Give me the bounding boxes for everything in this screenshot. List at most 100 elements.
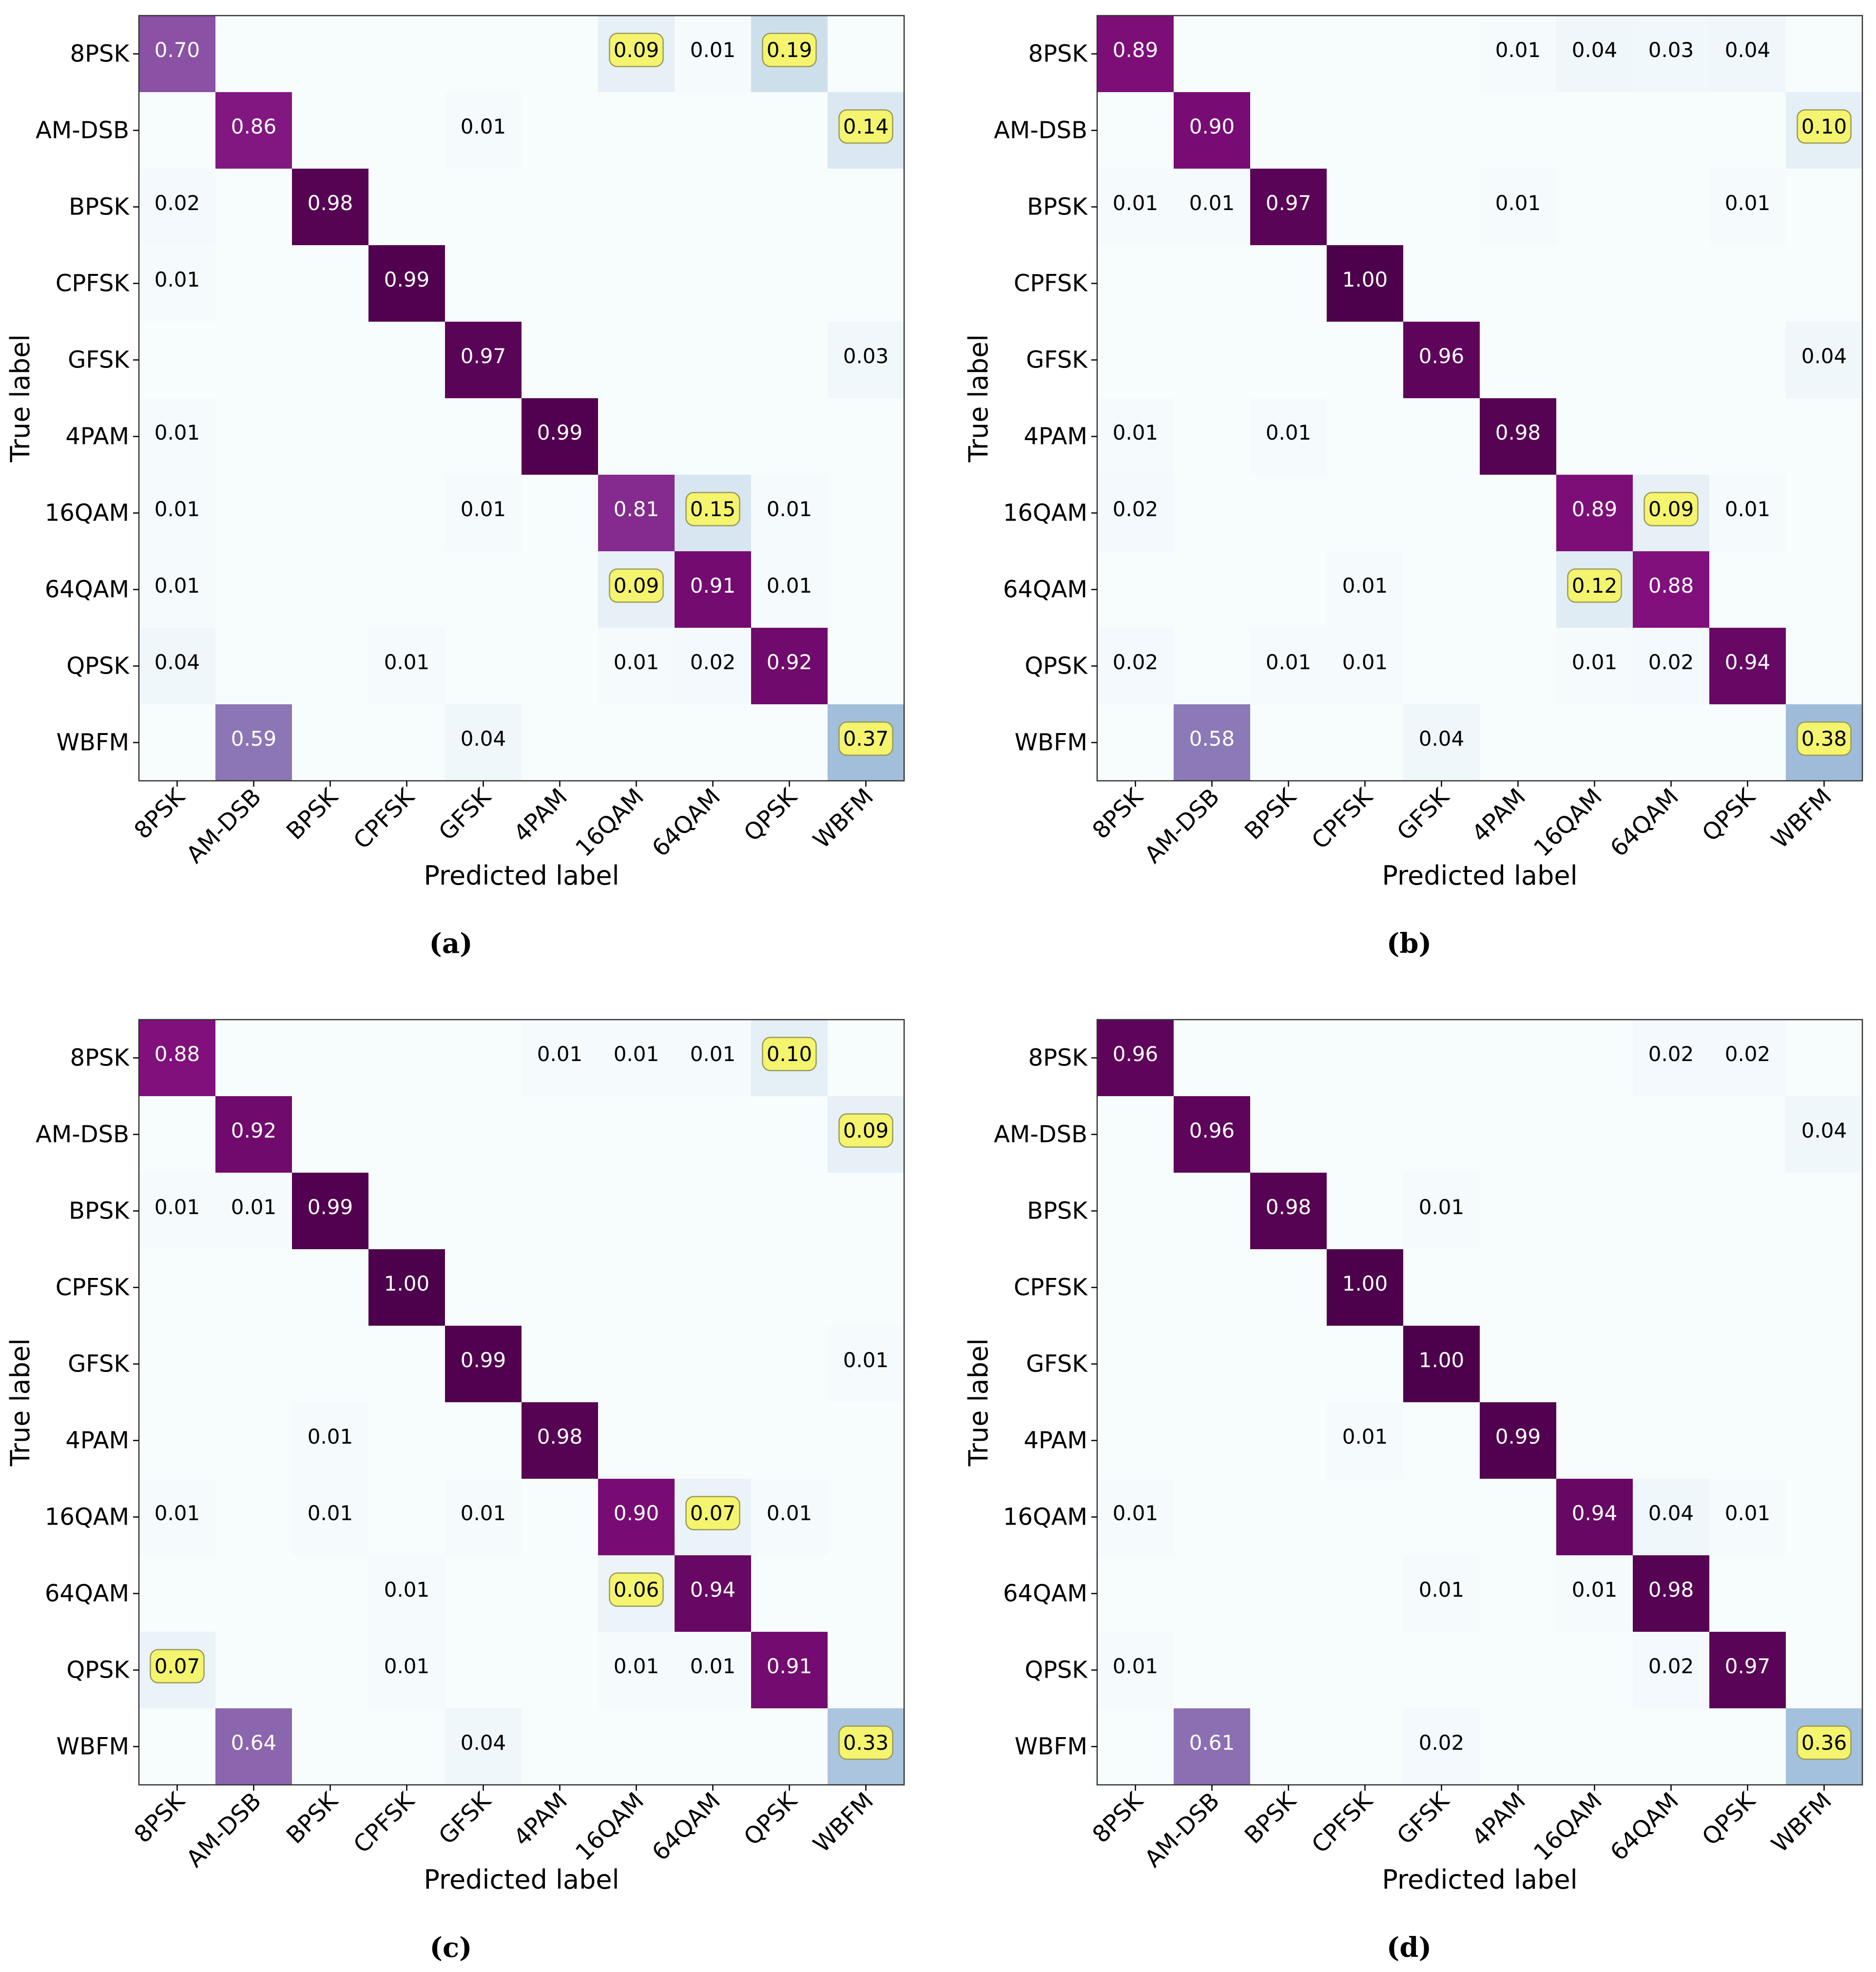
cell-value-label: 0.97 bbox=[1725, 1654, 1771, 1678]
cell-value-label: 0.04 bbox=[1572, 38, 1618, 62]
cell-value-label: 0.01 bbox=[1266, 421, 1312, 445]
cell-value-label: 0.15 bbox=[690, 497, 736, 521]
cell-value-label: 0.09 bbox=[1648, 497, 1694, 521]
cell-value-label: 0.01 bbox=[843, 1348, 889, 1372]
y-tick-label: AM-DSB bbox=[36, 117, 129, 144]
y-axis-title: True label bbox=[963, 334, 994, 463]
y-tick-label: 8PSK bbox=[70, 40, 130, 68]
heatmap-cell bbox=[215, 92, 292, 169]
cell-value-label: 0.01 bbox=[1495, 38, 1541, 62]
heatmap-cell bbox=[445, 1479, 522, 1555]
x-tick-label: CPFSK bbox=[348, 1787, 420, 1859]
cell-value-label: 0.91 bbox=[690, 574, 736, 598]
y-axis-title: True label bbox=[5, 334, 36, 463]
cell-highlight-box bbox=[838, 721, 893, 756]
heatmap-cell bbox=[1633, 1632, 1709, 1708]
y-tick-label: 16QAM bbox=[45, 500, 129, 527]
x-tick-label: AM-DSB bbox=[181, 1787, 267, 1873]
cell-value-label: 0.06 bbox=[614, 1578, 659, 1602]
heatmap-cell bbox=[215, 1096, 292, 1173]
y-tick-label: GFSK bbox=[68, 1351, 130, 1378]
cell-value-label: 0.01 bbox=[155, 1195, 200, 1219]
y-tick-label: BPSK bbox=[69, 1198, 130, 1225]
y-tick-label: WBFM bbox=[1015, 729, 1087, 756]
heatmap-cell bbox=[215, 1708, 292, 1785]
y-tick-label: WBFM bbox=[1015, 1733, 1087, 1760]
heatmap-cell bbox=[598, 1479, 675, 1555]
cell-value-label: 0.01 bbox=[690, 1042, 736, 1066]
cell-value-label: 0.02 bbox=[1419, 1731, 1465, 1755]
y-tick-label: WBFM bbox=[57, 1733, 129, 1760]
x-tick-label: 8PSK bbox=[1087, 1787, 1149, 1849]
cell-value-label: 0.01 bbox=[767, 1501, 812, 1525]
heatmap-cell bbox=[445, 1326, 522, 1402]
cell-value-label: 0.01 bbox=[155, 421, 200, 445]
heatmap-cell bbox=[1403, 1555, 1480, 1632]
heatmap-cell bbox=[1174, 169, 1250, 245]
cell-value-label: 0.99 bbox=[384, 268, 430, 291]
heatmap-cell bbox=[368, 1249, 445, 1326]
cell-highlight-box bbox=[609, 568, 664, 603]
x-tick-label: 8PSK bbox=[129, 783, 191, 845]
cell-value-label: 0.02 bbox=[1113, 497, 1159, 521]
heatmap-frame bbox=[1096, 1019, 1863, 1786]
cell-value-label: 0.01 bbox=[1725, 191, 1771, 215]
heatmap-cell bbox=[1556, 16, 1633, 92]
x-tick-label: BPSK bbox=[1239, 783, 1302, 845]
heatmap-cell bbox=[368, 245, 445, 322]
cell-value-label: 0.99 bbox=[1495, 1425, 1541, 1449]
heatmap-cell bbox=[1786, 322, 1862, 398]
cell-highlight-box bbox=[1797, 109, 1852, 144]
heatmap-cell bbox=[1709, 1479, 1786, 1555]
y-tick-label: CPFSK bbox=[56, 270, 130, 297]
cell-value-label: 0.01 bbox=[1113, 1654, 1159, 1678]
cell-value-label: 0.04 bbox=[1648, 1501, 1694, 1525]
x-axis-title: Predicted label bbox=[424, 860, 619, 891]
x-tick-label: 16QAM bbox=[570, 1787, 649, 1866]
heatmap-cell bbox=[139, 1479, 215, 1555]
x-tick-label: BPSK bbox=[281, 783, 344, 845]
cell-value-label: 0.10 bbox=[1801, 115, 1847, 138]
y-tick-label: 64QAM bbox=[1003, 1580, 1087, 1607]
cell-value-label: 0.01 bbox=[767, 497, 812, 521]
heatmap-cell bbox=[1174, 704, 1250, 781]
heatmap-cell bbox=[1633, 1555, 1709, 1632]
cell-value-label: 0.96 bbox=[1189, 1119, 1235, 1142]
heatmap-cell bbox=[1709, 169, 1786, 245]
heatmap-cell bbox=[1327, 551, 1403, 628]
cell-value-label: 0.01 bbox=[1113, 191, 1159, 215]
heatmap-cell bbox=[1327, 628, 1403, 704]
cell-highlight-box bbox=[609, 33, 664, 67]
x-tick-label: QPSK bbox=[1697, 1787, 1761, 1851]
y-tick-label: 8PSK bbox=[1028, 40, 1088, 68]
heatmap-cell bbox=[522, 398, 598, 475]
heatmap-cell bbox=[292, 169, 368, 245]
heatmap-cell bbox=[598, 475, 675, 551]
y-tick-label: GFSK bbox=[68, 347, 130, 374]
cell-value-label: 0.94 bbox=[690, 1578, 736, 1602]
heatmap-cell bbox=[139, 398, 215, 475]
cell-highlight-box bbox=[1567, 568, 1622, 603]
confusion-matrix-panel-d: 0.96 0.02 0.02 0.96 0.04 0.98 0.01 1.00 1.00 0.01… bbox=[963, 1019, 1863, 1964]
cell-value-label: 0.07 bbox=[690, 1501, 736, 1525]
cell-value-label: 1.00 bbox=[1342, 1272, 1388, 1295]
cell-value-label: 0.04 bbox=[1801, 1119, 1847, 1142]
x-tick-label: 16QAM bbox=[1528, 1787, 1607, 1866]
heatmap-cell bbox=[1633, 551, 1709, 628]
cell-value-label: 0.01 bbox=[231, 1195, 277, 1219]
heatmap-cell bbox=[1403, 322, 1480, 398]
cell-value-label: 0.14 bbox=[843, 115, 889, 138]
cell-highlight-box bbox=[838, 109, 893, 144]
cell-value-label: 0.01 bbox=[461, 115, 506, 138]
cell-value-label: 0.01 bbox=[155, 1501, 200, 1525]
cell-value-label: 0.92 bbox=[767, 650, 812, 674]
x-tick-label: BPSK bbox=[1239, 1787, 1302, 1849]
x-tick-label: 64QAM bbox=[1605, 1787, 1684, 1866]
cell-value-label: 0.89 bbox=[1572, 497, 1618, 521]
x-axis-title: Predicted label bbox=[424, 1864, 619, 1895]
heatmap-cell bbox=[598, 1020, 675, 1096]
panel-caption: (b) bbox=[1387, 928, 1431, 960]
y-tick-label: 4PAM bbox=[1024, 1427, 1087, 1454]
heatmap-cell bbox=[598, 1632, 675, 1708]
y-tick-label: QPSK bbox=[1025, 653, 1088, 680]
